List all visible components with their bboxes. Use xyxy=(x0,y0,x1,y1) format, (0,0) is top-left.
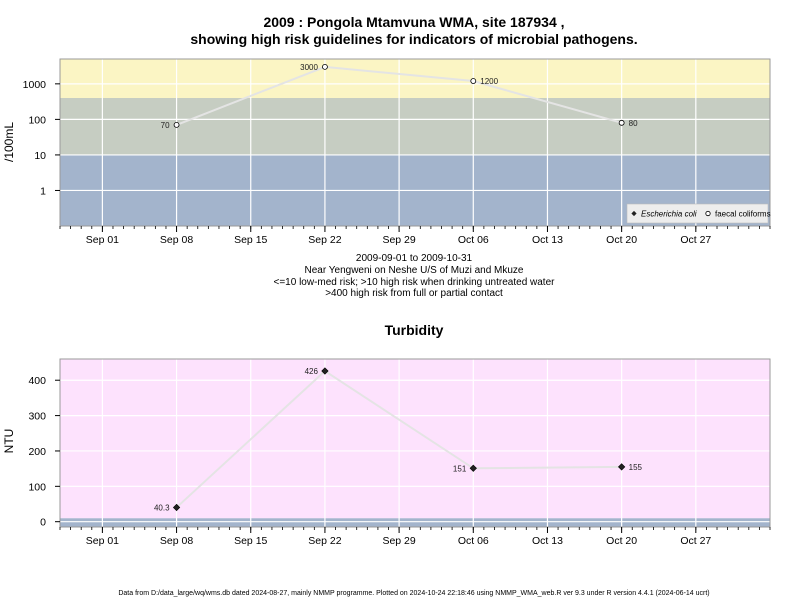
x-tick-label: Sep 22 xyxy=(308,535,341,547)
data-point xyxy=(172,503,181,512)
y-tick-label: 1 xyxy=(40,185,46,197)
chart1-ylabel: /100mL xyxy=(2,122,16,162)
legend-box xyxy=(626,203,769,224)
chart1-xlabel-line1: 2009-09-01 to 2009-10-31 xyxy=(356,253,473,264)
legend-marker xyxy=(631,210,637,217)
data-point xyxy=(321,367,329,375)
legend-label: faecal coliforms xyxy=(715,210,771,219)
x-tick-label: Oct 13 xyxy=(532,535,563,547)
y-tick-label: 300 xyxy=(28,411,46,423)
x-tick-label: Oct 20 xyxy=(606,535,637,547)
chart1-title: 2009 : Pongola Mtamvuna WMA, site 187934… xyxy=(263,14,564,30)
x-tick-label: Sep 15 xyxy=(234,535,267,547)
plot-frame xyxy=(59,58,771,227)
data-label: 155 xyxy=(629,463,643,472)
chart2-ylabel: NTU xyxy=(2,429,16,454)
series-line xyxy=(176,65,622,126)
chart1-xlabel-line4: >400 high risk from full or partial cont… xyxy=(325,288,503,299)
chart1-xlabel-line3: <=10 low-med risk; >10 high risk when dr… xyxy=(274,277,556,288)
x-tick-label: Oct 27 xyxy=(680,535,711,547)
x-tick-label: Oct 27 xyxy=(680,234,711,246)
chart1-plot: Sep 01 Sep 08 Sep 15 Sep 22 Sep 29 Oct 06 Oct … xyxy=(23,58,771,246)
data-label: 3000 xyxy=(300,63,318,72)
data-point xyxy=(322,63,328,70)
y-tick-label: 10 xyxy=(34,150,46,162)
chart1-subtitle: showing high risk guidelines for indicat… xyxy=(190,31,637,47)
x-tick-label: Sep 22 xyxy=(308,234,341,246)
risk-band xyxy=(60,518,770,527)
x-tick-label: Oct 13 xyxy=(532,234,563,246)
x-tick-label: Sep 29 xyxy=(382,234,415,246)
x-tick-label: Sep 08 xyxy=(160,535,193,547)
y-tick-label: 200 xyxy=(28,446,46,458)
footer-note: Data from D:/data_large/wq/wms.db dated … xyxy=(118,590,709,597)
series-line xyxy=(175,369,622,509)
x-tick-label: Sep 29 xyxy=(382,535,415,547)
y-tick-label: 100 xyxy=(28,114,46,126)
data-label: 426 xyxy=(305,367,319,376)
legend: Escherichia coli faecal coliforms xyxy=(626,203,771,224)
chart1-xlabel-line2: Near Yengweni on Neshe U/S of Muzi and M… xyxy=(304,265,523,276)
y-tick-label: 1000 xyxy=(23,79,47,91)
legend-label: Escherichia coli xyxy=(641,210,697,219)
data-point xyxy=(173,121,180,128)
x-tick-label: Oct 20 xyxy=(606,234,637,246)
x-tick-label: Sep 08 xyxy=(160,234,193,246)
x-tick-label: Oct 06 xyxy=(458,535,489,547)
data-point xyxy=(469,464,477,472)
risk-band xyxy=(60,59,770,98)
legend-marker xyxy=(705,210,711,217)
data-point xyxy=(618,119,625,126)
plot-frame xyxy=(59,358,771,528)
chart2-title: Turbidity xyxy=(385,322,444,338)
data-point xyxy=(618,463,626,471)
data-label: 80 xyxy=(629,119,638,128)
data-label: 1200 xyxy=(480,77,498,86)
y-tick-label: 0 xyxy=(40,517,46,529)
risk-band xyxy=(60,359,770,519)
data-label: 151 xyxy=(453,464,467,473)
data-point xyxy=(470,78,477,84)
x-tick-label: Sep 01 xyxy=(86,234,119,246)
x-tick-label: Sep 15 xyxy=(234,234,267,246)
y-tick-label: 100 xyxy=(28,481,46,493)
x-tick-label: Sep 01 xyxy=(86,535,119,547)
y-tick-label: 400 xyxy=(28,375,46,387)
x-tick-label: Oct 06 xyxy=(458,234,489,246)
data-label: 40.3 xyxy=(154,503,170,512)
data-label: 70 xyxy=(161,121,170,130)
chart2-plot: Sep 01 Sep 08 Sep 15 Sep 22 Sep 29 Oct 06 Oct … xyxy=(28,358,771,547)
